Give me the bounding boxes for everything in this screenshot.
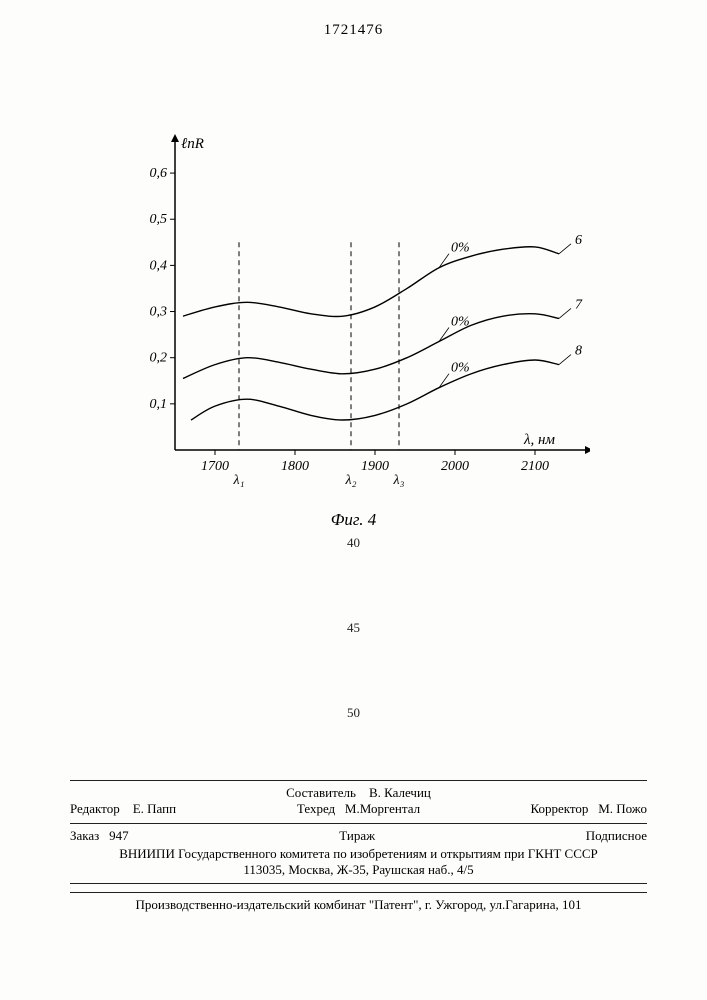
lambda-label: λ₃: [393, 473, 405, 488]
institute-line1: ВНИИПИ Государственного комитета по изоб…: [70, 846, 647, 862]
subscr-label: Подписное: [586, 828, 647, 843]
corrector-spacer: [455, 785, 647, 801]
page-marker: 45: [0, 620, 707, 636]
x-tick-label: 2000: [441, 459, 469, 474]
curve-anno-label: 0%: [451, 361, 470, 376]
editor-cell: [70, 785, 262, 801]
curve-id-label: 6: [575, 233, 582, 248]
y-tick-label: 0,2: [150, 351, 168, 366]
editor-line: Редактор Е. Папп: [70, 801, 262, 817]
x-axis-arrow: [585, 446, 590, 454]
lambda-label: λ₁: [233, 473, 245, 488]
figure-chart: 0,1 0,2 0,3 0,4 0,5 0,6 ℓnR 1700 1800 1900 2000 210…: [120, 130, 590, 490]
compiler-cell: Составитель В. Калечиц: [262, 785, 454, 801]
corrector-name: М. Пожо: [598, 801, 647, 816]
curve-anno-label: 0%: [451, 241, 470, 256]
curve-id-label: 8: [575, 344, 582, 359]
order-cell: Заказ 947: [70, 828, 129, 844]
page-marker: 40: [0, 535, 707, 551]
techred-name: М.Моргентал: [345, 801, 420, 816]
editor-name: Е. Папп: [133, 801, 176, 816]
techred-line: Техред М.Моргентал: [262, 801, 454, 817]
tirazh-cell: Тираж: [339, 828, 375, 844]
y-axis-arrow: [171, 134, 179, 142]
institute-lines: ВНИИПИ Государственного комитета по изоб…: [70, 846, 647, 879]
y-tick-label: 0,6: [150, 166, 168, 181]
credits-block: Составитель В. Калечиц Редактор Е. Папп …: [70, 780, 647, 824]
page-marker: 50: [0, 705, 707, 721]
editor-label: Редактор: [70, 801, 120, 816]
curve-anno-label: 0%: [451, 315, 470, 330]
lambda-label: λ₂: [345, 473, 357, 488]
compiler-name: В. Калечиц: [369, 785, 431, 800]
curve-id-leader: [559, 355, 571, 365]
x-tick-label: 1800: [281, 459, 309, 474]
figure-caption: Фиг. 4: [0, 510, 707, 530]
x-tick-label: 2100: [521, 459, 549, 474]
printer-line: Производственно-издательский комбинат "П…: [70, 892, 647, 913]
curve-id-label: 7: [575, 297, 583, 312]
order-label: Заказ: [70, 828, 99, 843]
subscr-cell: Подписное: [586, 828, 647, 844]
x-tick-label: 1700: [201, 459, 229, 474]
document-number: 1721476: [0, 22, 707, 39]
x-tick-label: 1900: [361, 459, 389, 474]
compiler-label: Составитель: [286, 785, 356, 800]
corrector-label: Корректор: [530, 801, 588, 816]
curve-id-leader: [559, 308, 571, 318]
techred-label: Техред: [297, 801, 335, 816]
corrector-line: Корректор М. Пожо: [455, 801, 647, 817]
order-block: Заказ 947 Тираж Подписное ВНИИПИ Государ…: [70, 828, 647, 884]
x-axis-label: λ, нм: [523, 432, 555, 448]
order-number: 947: [109, 828, 129, 843]
institute-line2: 113035, Москва, Ж-35, Раушская наб., 4/5: [70, 862, 647, 878]
page: 1721476 0,1 0,2 0,3 0,4 0,5 0,6 ℓnR 1700 1800 190…: [0, 0, 707, 1000]
y-tick-label: 0,5: [150, 212, 168, 227]
tirazh-label: Тираж: [339, 828, 375, 843]
y-tick-label: 0,1: [150, 397, 168, 412]
curve-id-leader: [559, 244, 571, 254]
y-tick-label: 0,3: [150, 305, 168, 320]
y-tick-label: 0,4: [150, 258, 168, 273]
y-axis-label: ℓnR: [181, 136, 204, 152]
